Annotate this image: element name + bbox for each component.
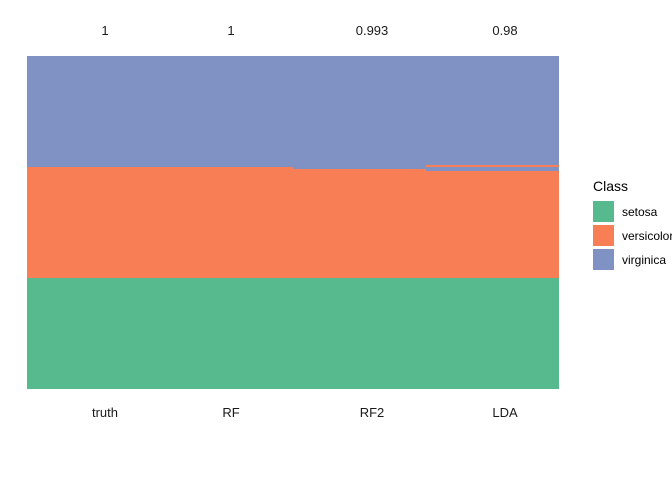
x-tick-label-lda: LDA — [492, 405, 518, 420]
legend-label-virginica: virginica — [622, 252, 667, 267]
column-LDA — [426, 56, 559, 389]
segment-setosa — [293, 277, 426, 389]
legend-label-setosa: setosa — [622, 204, 658, 219]
legend-label-versicolor: versicolor — [622, 228, 672, 243]
segment-virginica — [426, 166, 559, 172]
segment-versicolor — [27, 167, 160, 278]
segment-virginica — [426, 56, 559, 165]
column-RF — [160, 56, 293, 389]
accuracy-label-truth: 1 — [101, 23, 109, 38]
legend-item-versicolor: versicolor — [593, 225, 672, 246]
column-RF2 — [293, 56, 426, 389]
legend-item-virginica: virginica — [593, 249, 672, 270]
segment-setosa — [426, 277, 559, 389]
segment-virginica — [293, 56, 426, 170]
x-tick-label-rf: RF — [222, 405, 240, 420]
legend: Class setosa versicolor virginica — [593, 178, 672, 273]
segment-versicolor — [160, 167, 293, 278]
plot-area — [27, 56, 559, 389]
legend-item-setosa: setosa — [593, 201, 672, 222]
accuracy-label-lda: 0.98 — [492, 23, 518, 38]
segment-versicolor — [426, 171, 559, 278]
x-tick-label-truth: truth — [91, 405, 119, 420]
segment-virginica — [160, 56, 293, 167]
setosa-swatch-icon — [593, 201, 614, 222]
x-tick-label-rf2: RF2 — [359, 405, 385, 420]
segment-versicolor — [426, 164, 559, 167]
segment-setosa — [160, 278, 293, 389]
segment-virginica — [27, 56, 160, 167]
versicolor-swatch-icon — [593, 225, 614, 246]
column-truth — [27, 56, 160, 389]
virginica-swatch-icon — [593, 249, 614, 270]
segment-versicolor — [293, 169, 426, 278]
accuracy-label-rf: 1 — [227, 23, 235, 38]
accuracy-label-rf2: 0.993 — [355, 23, 389, 38]
legend-title: Class — [593, 178, 629, 194]
segment-setosa — [27, 278, 160, 389]
